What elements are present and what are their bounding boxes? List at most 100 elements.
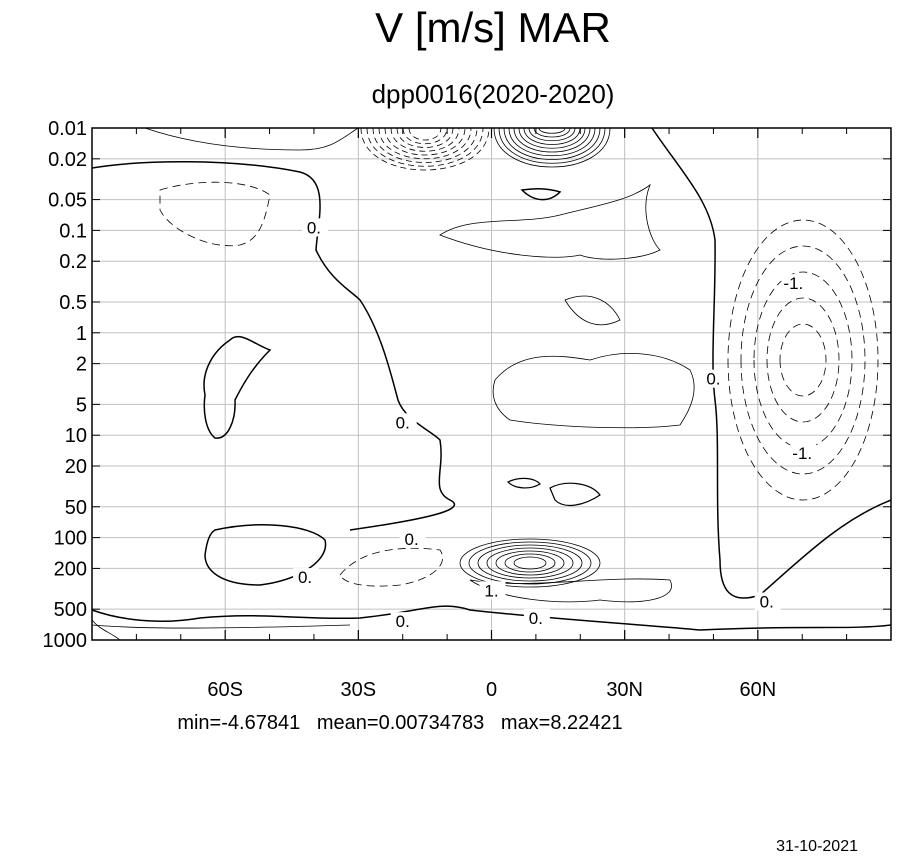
positive-contour: [523, 127, 581, 145]
y-tick-label: 200: [54, 558, 87, 580]
y-tick-label: 1000: [43, 630, 88, 652]
positive-contour: [538, 127, 566, 134]
thin-contour: [492, 353, 695, 429]
zero-contour: [91, 605, 892, 631]
thin-contour: [91, 624, 351, 629]
negative-contour: [384, 127, 466, 156]
contour-label: -1.: [792, 444, 812, 463]
thin-contour: [469, 578, 672, 603]
contour-label-bg: [754, 592, 781, 611]
positive-contour: [513, 556, 547, 570]
contour-lines: [91, 127, 892, 641]
contour-label-bg: [479, 581, 506, 600]
negative-contour: [378, 127, 472, 160]
zero-contour: [549, 482, 601, 507]
y-tick-label: 0.5: [59, 292, 87, 314]
contour-label: 0.: [405, 530, 419, 549]
zero-contour: [520, 187, 562, 201]
contour-label: 0.: [760, 592, 774, 611]
contour-label: 0.: [396, 413, 410, 432]
y-tick-label: 0.2: [59, 251, 87, 273]
positive-contour: [468, 541, 592, 585]
contour-label-bg: [790, 444, 817, 463]
positive-contour: [498, 127, 606, 164]
date-stamp: 31-10-2021: [776, 838, 858, 855]
contour-label: 0.: [298, 568, 312, 587]
statistics-line: min=-4.67841 mean=0.00734783 max=8.22421: [177, 712, 622, 734]
negative-contour: [408, 127, 442, 141]
thin-contour: [144, 127, 359, 151]
y-tick-label: 50: [65, 497, 87, 519]
y-tick-label: 0.05: [48, 190, 87, 212]
zero-contour: [204, 524, 327, 586]
contour-label: -1.: [783, 274, 803, 293]
contour-label-bg: [301, 218, 328, 237]
negative-contour: [159, 181, 271, 247]
positive-contour: [504, 553, 556, 573]
y-tick-label: 500: [54, 599, 87, 621]
thin-contour: [564, 295, 621, 326]
chart-subtitle: dpp0016(2020-2020): [372, 79, 615, 109]
positive-contour: [477, 544, 583, 582]
chart-title: V [m/s] MAR: [375, 4, 611, 51]
positive-contour: [459, 538, 601, 588]
zero-contour: [651, 127, 892, 599]
x-tick-label: 30N: [606, 679, 643, 701]
positive-contour: [495, 550, 565, 576]
negative-contour: [360, 127, 490, 171]
zero-contour: [506, 477, 541, 489]
negative-contour: [779, 323, 827, 397]
thin-contour: [91, 619, 121, 641]
negative-contour: [740, 245, 866, 475]
negative-contour: [766, 297, 840, 423]
negative-contour: [339, 547, 443, 587]
contour-label-bg: [523, 608, 550, 627]
y-tick-label: 0.02: [48, 149, 87, 171]
y-tick-label: 2: [76, 354, 87, 376]
contour-label-bg: [390, 413, 417, 432]
negative-contour: [390, 127, 460, 152]
y-tick-label: 20: [65, 456, 87, 478]
negative-contour: [727, 219, 879, 501]
negative-contour: [402, 127, 448, 145]
y-tick-label: 0.1: [59, 220, 87, 242]
y-tick-label: 5: [76, 394, 87, 416]
contour-label-bg: [399, 529, 426, 548]
x-tick-label: 30S: [341, 679, 377, 701]
contour-label-bg: [701, 369, 728, 388]
x-tick-label: 60S: [207, 679, 243, 701]
axis-ticks: 0.01 0.02 0.05 0.1 0.2 0.5 1 2 5 10 20 50 100 200 500 1…: [43, 118, 891, 701]
negative-contour: [396, 127, 454, 148]
x-tick-label: 60N: [739, 679, 776, 701]
positive-contour: [528, 127, 576, 141]
grid-lines: [92, 127, 891, 641]
positive-contour: [518, 127, 586, 149]
contour-label: 0.: [307, 218, 321, 237]
contour-labels: 0. 0. 0. 0. 0. 1. 0. 0. -1. -1. 0.: [293, 218, 817, 631]
y-tick-label: 10: [65, 425, 87, 447]
positive-contour: [493, 127, 611, 168]
x-tick-label: 0: [486, 679, 497, 701]
thin-contour: [439, 183, 661, 260]
zero-contour: [91, 160, 456, 531]
negative-contour: [366, 127, 484, 167]
negative-contour: [753, 271, 853, 449]
y-tick-label: 1: [76, 323, 87, 345]
contour-label: 0.: [529, 609, 543, 628]
y-tick-label: 0.01: [48, 118, 87, 140]
contour-label: 0.: [706, 370, 720, 389]
contour-label-bg: [293, 568, 320, 587]
contour-label: 1.: [484, 581, 498, 600]
positive-contour: [533, 127, 571, 138]
contour-label: 0.: [396, 612, 410, 631]
positive-contour: [508, 127, 596, 156]
zero-contour: [203, 335, 272, 439]
positive-contour: [513, 127, 591, 153]
y-tick-label: 100: [54, 528, 87, 550]
contour-label-bg: [390, 612, 417, 631]
negative-contour: [372, 127, 478, 163]
contour-label-bg: [781, 274, 808, 293]
positive-contour: [486, 547, 574, 579]
positive-contour: [503, 127, 601, 160]
